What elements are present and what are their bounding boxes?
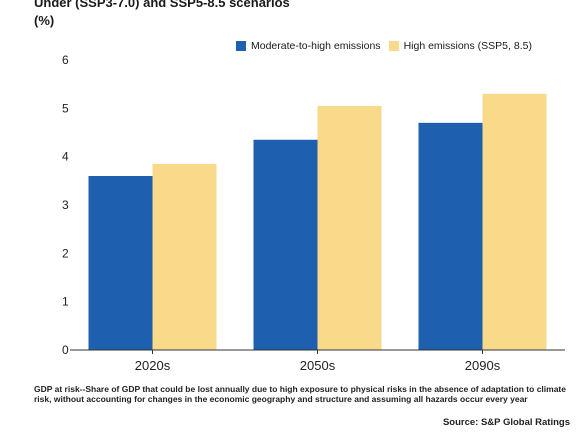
legend-item-moderate: Moderate-to-high emissions xyxy=(236,40,381,52)
y-tick-label: 6 xyxy=(62,53,69,67)
x-tick-label: 2050s xyxy=(300,358,336,373)
bar xyxy=(88,176,153,350)
bar xyxy=(482,93,547,350)
y-unit-label: (%) xyxy=(34,13,55,28)
x-tick-label: 2020s xyxy=(135,358,171,373)
y-tick-label: 3 xyxy=(62,198,69,212)
y-tick-label: 4 xyxy=(62,150,69,164)
legend-label-high: High emissions (SSP5, 8.5) xyxy=(403,40,532,52)
y-tick-label: 1 xyxy=(62,295,69,309)
bars xyxy=(88,93,547,351)
source-credit: Source: S&P Global Ratings xyxy=(442,417,570,428)
y-tick-label: 5 xyxy=(62,101,69,115)
bar xyxy=(418,122,483,350)
bar-chart: 0 1 2 3 4 5 6 2020s 2050s 2090s xyxy=(62,53,565,373)
y-axis-ticks: 0 1 2 3 4 5 6 xyxy=(62,53,69,357)
legend-swatch-moderate xyxy=(236,41,246,51)
y-tick-label: 2 xyxy=(62,246,69,260)
bar xyxy=(317,105,382,351)
chart-title: Under (SSP3-7.0) and SSP5-8.5 scenarios xyxy=(34,0,290,10)
footnote: GDP at risk--Share of GDP that could be … xyxy=(34,384,566,404)
bar xyxy=(253,139,318,350)
bar xyxy=(152,163,217,350)
legend-label-moderate: Moderate-to-high emissions xyxy=(251,40,381,52)
legend-item-high: High emissions (SSP5, 8.5) xyxy=(388,40,532,52)
x-axis-ticks: 2020s 2050s 2090s xyxy=(135,350,501,373)
legend-swatch-high xyxy=(388,41,399,51)
legend: Moderate-to-high emissions High emission… xyxy=(236,40,540,52)
x-tick-label: 2090s xyxy=(465,358,501,373)
y-tick-label: 0 xyxy=(62,343,69,357)
